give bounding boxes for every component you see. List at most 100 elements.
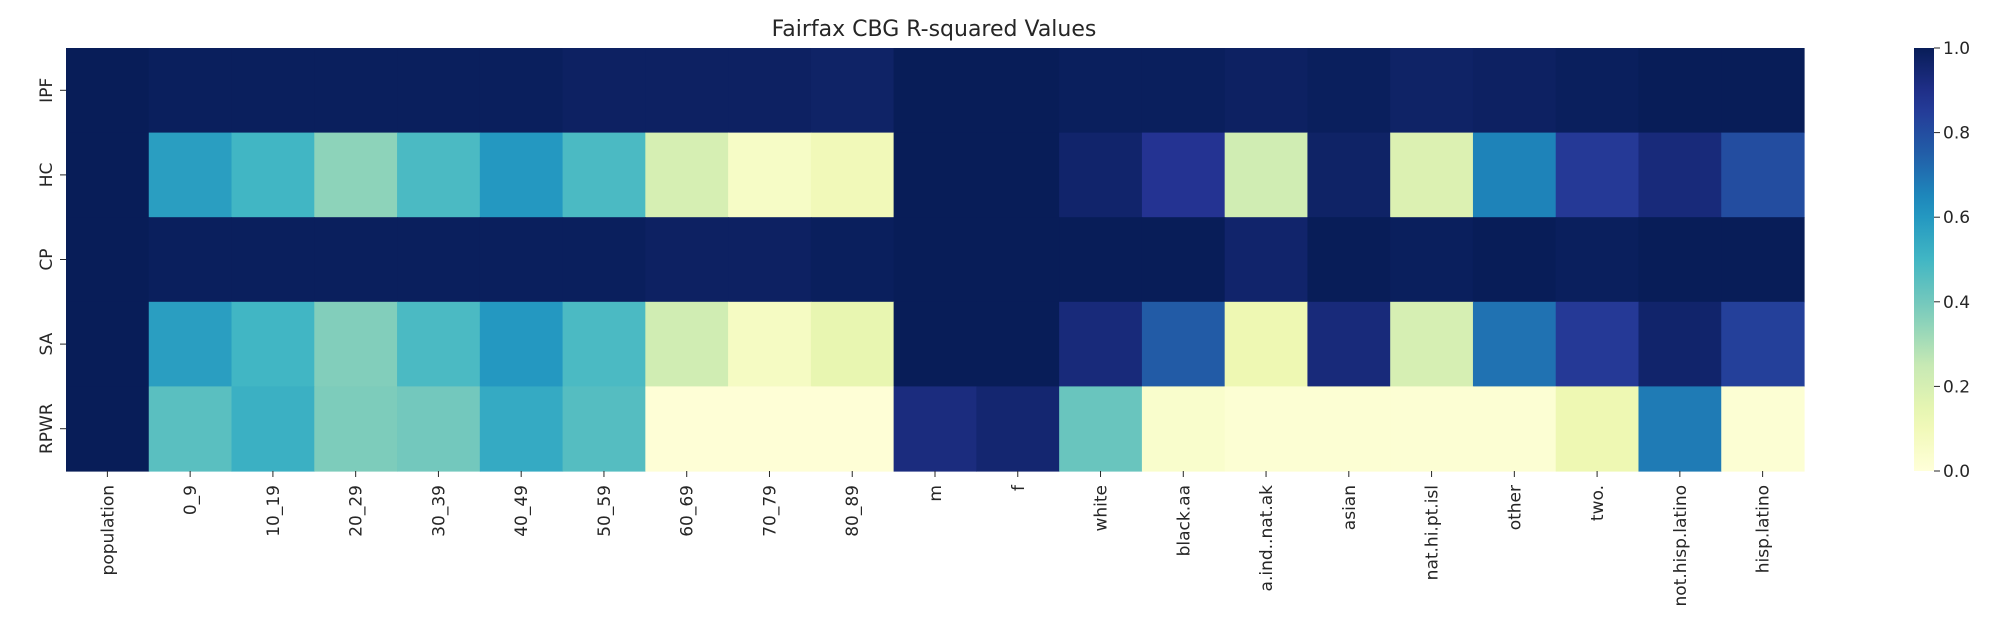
heatmap-cell-SA-asian: [1307, 301, 1391, 387]
heatmap-cell-SA-m: [893, 301, 977, 387]
heatmap-cell-RPWR-60_69: [645, 386, 729, 472]
colorbar-tick-label: 0.6: [1943, 208, 1970, 228]
chart-title: Fairfax CBG R-squared Values: [772, 17, 1097, 42]
heatmap-cell-IPF-30_39: [397, 48, 481, 134]
x-tick-label: hisp.latino: [1754, 485, 1774, 573]
heatmap-cell-CP-70_79: [728, 217, 812, 303]
heatmap-cell-HC-population: [66, 132, 150, 218]
heatmap-cell-HC-20_29: [314, 132, 398, 218]
heatmap-cell-HC-30_39: [397, 132, 481, 218]
heatmap-cell-RPWR-two.: [1555, 386, 1640, 472]
heatmap-cell-CP-asian: [1307, 217, 1391, 303]
colorbar-tick-label: 0.2: [1943, 377, 1970, 397]
heatmap-cell-IPF-80_89: [810, 48, 895, 134]
heatmap-cell-IPF-m: [893, 48, 977, 134]
heatmap-cell-HC-two.: [1555, 132, 1640, 218]
colorbar-tick-label: 0.8: [1943, 124, 1970, 144]
heatmap-cell-HC-white: [1059, 132, 1143, 218]
x-tick-label: f: [1009, 484, 1029, 491]
heatmap-cell-CP-two.: [1555, 217, 1640, 303]
x-axis-ticks: population 0_9 10_19 20_29 30_39 40_49 50_59 60…: [98, 471, 1774, 607]
heatmap-cell-SA-30_39: [397, 301, 481, 387]
y-tick-label: RPWR: [37, 403, 57, 454]
heatmap-cell-RPWR-30_39: [397, 386, 481, 472]
colorbar-tick-label: 1.0: [1943, 39, 1970, 59]
x-tick-label: asian: [1340, 485, 1360, 530]
heatmap-cell-HC-70_79: [728, 132, 812, 218]
heatmap-cell-HC-black.aa: [1141, 132, 1226, 218]
y-tick-label: HC: [37, 163, 57, 188]
heatmap-cell-SA-70_79: [728, 301, 812, 387]
heatmap-cell-IPF-10_19: [231, 48, 315, 134]
y-tick-label: SA: [37, 332, 57, 355]
colorbar: 0.0 0.2 0.4 0.6 0.8 1.0: [1914, 39, 1970, 482]
heatmap-cell-IPF-20_29: [314, 48, 398, 134]
heatmap-cell-HC-hisp.latino: [1721, 132, 1805, 218]
heatmap-cell-CP-40_49: [479, 217, 564, 303]
x-tick-label: white: [1092, 485, 1112, 532]
heatmap-cell-SA-hisp.latino: [1721, 301, 1805, 387]
heatmap-cell-CP-a.ind..nat.ak: [1224, 217, 1309, 303]
heatmap-cell-IPF-black.aa: [1141, 48, 1226, 134]
heatmap-cell-RPWR-other: [1472, 386, 1557, 472]
heatmap-cell-IPF-other: [1472, 48, 1557, 134]
heatmap-cell-SA-50_59: [562, 301, 646, 387]
heatmap-cell-HC-0_9: [148, 132, 233, 218]
x-tick-label: other: [1505, 485, 1525, 530]
heatmap-cell-RPWR-white: [1059, 386, 1143, 472]
heatmap-cell-CP-m: [893, 217, 977, 303]
heatmap-cell-SA-other: [1472, 301, 1557, 387]
x-tick-label: two.: [1588, 485, 1608, 521]
y-tick-label: CP: [37, 248, 57, 270]
heatmap-cell-IPF-hisp.latino: [1721, 48, 1805, 134]
heatmap-cell-RPWR-10_19: [231, 386, 315, 472]
heatmap-cell-CP-not.hisp.latino: [1638, 217, 1722, 303]
heatmap-cell-CP-hisp.latino: [1721, 217, 1805, 303]
x-tick-label: 0_9: [181, 485, 201, 515]
heatmap-cell-IPF-f: [976, 48, 1060, 134]
heatmap-cell-HC-f: [976, 132, 1060, 218]
heatmap-cell-CP-white: [1059, 217, 1143, 303]
heatmap-cell-SA-80_89: [810, 301, 895, 387]
heatmap-cell-CP-80_89: [810, 217, 895, 303]
heatmap-cell-IPF-population: [66, 48, 150, 134]
heatmap-cell-CP-10_19: [231, 217, 315, 303]
heatmap-cell-HC-asian: [1307, 132, 1391, 218]
heatmap-cell-RPWR-hisp.latino: [1721, 386, 1805, 472]
heatmap-cell-RPWR-asian: [1307, 386, 1391, 472]
heatmap-cell-HC-80_89: [810, 132, 895, 218]
x-tick-label: 50_59: [595, 485, 615, 537]
colorbar-tick-label: 0.0: [1943, 462, 1970, 482]
heatmap-cell-SA-0_9: [148, 301, 233, 387]
heatmap-cell-RPWR-0_9: [148, 386, 233, 472]
heatmap-cell-CP-other: [1472, 217, 1557, 303]
heatmap-cell-RPWR-nat.hi.pt.isl: [1390, 386, 1474, 472]
heatmap-cell-SA-not.hisp.latino: [1638, 301, 1722, 387]
heatmap-cell-IPF-not.hisp.latino: [1638, 48, 1722, 134]
x-tick-label: 30_39: [429, 485, 449, 537]
x-tick-label: 60_69: [678, 485, 698, 537]
heatmap-cell-CP-50_59: [562, 217, 646, 303]
heatmap-cell-HC-40_49: [479, 132, 564, 218]
x-tick-label: 10_19: [264, 485, 284, 537]
heatmap-cell-IPF-nat.hi.pt.isl: [1390, 48, 1474, 134]
heatmap-cell-CP-60_69: [645, 217, 729, 303]
heatmap-cell-HC-m: [893, 132, 977, 218]
x-tick-label: a.ind..nat.ak: [1257, 485, 1277, 592]
heatmap-cell-SA-f: [976, 301, 1060, 387]
heatmap-cell-IPF-70_79: [728, 48, 812, 134]
heatmap-cell-SA-10_19: [231, 301, 315, 387]
heatmap-cell-IPF-50_59: [562, 48, 646, 134]
heatmap-cell-SA-two.: [1555, 301, 1640, 387]
heatmap-cell-IPF-0_9: [148, 48, 233, 134]
heatmap-cell-IPF-two.: [1555, 48, 1640, 134]
x-tick-label: 80_89: [843, 485, 863, 537]
heatmap-cell-CP-0_9: [148, 217, 233, 303]
heatmap-cell-SA-population: [66, 301, 150, 387]
x-tick-label: black.aa: [1174, 485, 1194, 556]
heatmap-cell-CP-20_29: [314, 217, 398, 303]
heatmap-cell-CP-f: [976, 217, 1060, 303]
heatmap-cell-RPWR-m: [893, 386, 977, 472]
heatmap-cell-RPWR-50_59: [562, 386, 646, 472]
